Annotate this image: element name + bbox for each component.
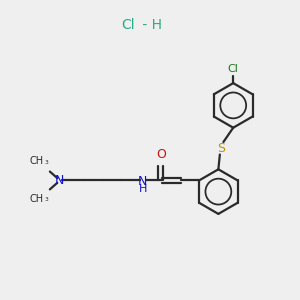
Text: - H: - H — [138, 18, 162, 32]
Text: S: S — [217, 142, 225, 155]
Text: CH: CH — [30, 157, 44, 166]
Text: $_3$: $_3$ — [44, 158, 50, 167]
Text: H: H — [139, 184, 147, 194]
Text: O: O — [156, 148, 166, 160]
Text: $_3$: $_3$ — [44, 195, 50, 204]
Text: CH: CH — [30, 194, 44, 204]
Text: N: N — [138, 175, 148, 188]
Text: Cl: Cl — [122, 18, 135, 32]
Text: N: N — [55, 174, 64, 187]
Text: Cl: Cl — [228, 64, 239, 74]
